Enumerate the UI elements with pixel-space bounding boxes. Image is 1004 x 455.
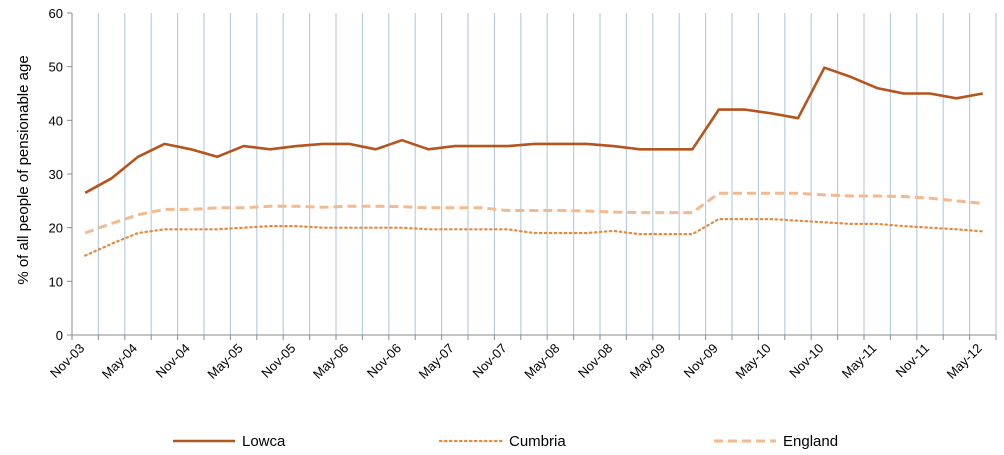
legend-label-lowca: Lowca xyxy=(242,433,286,450)
vertical-gridlines xyxy=(97,13,997,335)
y-tick-label: 0 xyxy=(56,328,63,343)
x-tick-label: May-11 xyxy=(839,341,880,382)
y-axis-ticks: 0 10 20 30 40 50 60 xyxy=(49,6,72,343)
x-tick-label: May-09 xyxy=(627,341,668,382)
y-tick-label: 40 xyxy=(49,113,63,128)
x-tick-label: Nov-10 xyxy=(786,341,826,381)
x-tick-label: Nov-07 xyxy=(469,341,509,381)
legend-label-england: England xyxy=(783,433,838,450)
x-tick-label: Nov-06 xyxy=(364,341,404,381)
legend: Lowca Cumbria England xyxy=(173,433,838,450)
y-tick-label: 20 xyxy=(49,221,63,236)
x-tick-label: May-12 xyxy=(944,341,985,382)
x-tick-label: Nov-04 xyxy=(153,341,193,381)
x-tick-label: May-04 xyxy=(99,341,140,382)
y-tick-label: 10 xyxy=(49,274,63,289)
x-tick-label: Nov-09 xyxy=(681,341,721,381)
series-line-cumbria xyxy=(84,218,984,257)
x-tick-label: Nov-05 xyxy=(258,341,298,381)
y-axis-title: % of all people of pensionable age xyxy=(15,55,32,284)
x-tick-label: Nov-08 xyxy=(575,341,615,381)
x-axis-ticks: Nov-03 May-04 Nov-04 May-05 Nov-05 May-06 Nov-… xyxy=(47,335,997,382)
x-tick-label: May-05 xyxy=(204,341,245,382)
legend-label-cumbria: Cumbria xyxy=(509,433,566,450)
series-lines xyxy=(84,66,984,257)
y-tick-label: 30 xyxy=(49,167,63,182)
y-tick-label: 60 xyxy=(49,6,63,21)
x-tick-label: May-06 xyxy=(310,341,351,382)
y-tick-label: 50 xyxy=(49,60,63,75)
x-tick-label: May-08 xyxy=(521,341,562,382)
series-line-england xyxy=(84,191,983,235)
axes xyxy=(71,13,996,336)
x-tick-label: Nov-03 xyxy=(47,341,87,381)
x-tick-label: Nov-11 xyxy=(893,341,933,381)
x-tick-label: May-07 xyxy=(416,341,457,382)
x-tick-label: May-10 xyxy=(732,341,773,382)
series-line-lowca xyxy=(84,66,984,194)
